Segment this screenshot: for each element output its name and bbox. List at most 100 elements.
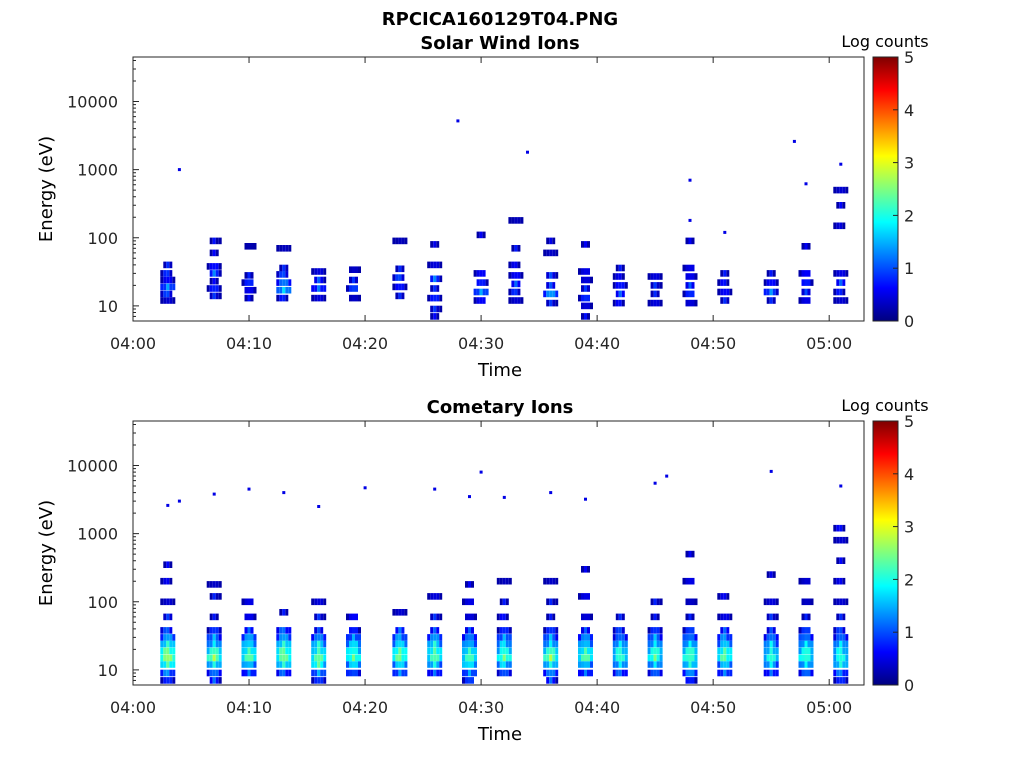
spectrogram-cell [320,276,324,284]
spectrogram-cell [621,613,625,621]
spectrogram-cell [801,577,805,585]
spectrogram-cell [587,302,590,310]
spectrogram-cell [612,627,616,634]
spectrogram-cell [842,613,846,621]
spectrogram-cell [401,237,405,245]
spectrogram-cell [590,661,593,668]
spectrogram-cell [288,286,292,294]
spectrogram-cell [766,647,770,655]
spectrogram-cell [352,266,355,273]
spectrogram-cell [433,627,437,634]
spectrogram-cell [584,285,587,292]
spectrogram-cell [212,627,216,634]
spectrogram-cell [723,613,727,621]
spectrogram-cell [772,279,776,286]
spectrogram-cell [543,249,547,257]
spectrogram-cell [845,640,849,648]
spectrogram-cell [433,593,437,600]
spectrogram-cell [836,297,840,304]
spectrogram-cell [587,613,590,621]
spectrogram-cell [514,217,518,224]
spectrogram-cell [621,290,625,298]
spectrogram-cell [398,647,402,655]
spectrogram-cell [474,613,477,621]
spectrogram-cell [392,661,396,668]
spectrogram-cell [691,677,695,684]
spectrogram-cell [685,290,689,298]
spectrogram-cell [508,288,512,296]
spectrogram-cell [691,598,695,606]
spectrogram-cell [653,627,657,634]
spectrogram-cell [427,654,431,662]
spectrogram-cell [462,654,465,662]
spectrogram-cell [439,275,443,283]
spectrogram-cell [694,299,698,307]
spectrogram-cell [355,634,358,641]
spectrogram-cell [549,282,553,289]
spectrogram-cell [468,647,471,655]
spectrogram-cell [392,647,396,655]
spectrogram-cell [215,237,219,245]
spectrogram-cell [209,661,213,668]
spectrogram-cell [836,279,840,286]
spectrogram-cell [729,640,733,648]
colorbar-ticks: 0 1 2 3 4 5 [893,48,914,331]
spectrogram-cell [810,669,814,677]
spectrogram-cell [688,282,692,289]
spectrogram-cell [517,261,521,269]
spectrogram-cell [729,669,733,677]
spectrogram-cell [505,640,509,648]
spectrogram-cell [578,661,581,668]
spectrogram-cell [218,581,222,588]
spectrogram-cell [349,294,352,302]
spectrogram-point [317,505,321,508]
spectrogram-cell [833,524,837,532]
spectrogram-cell [517,280,521,288]
spectrogram-cell [311,268,315,275]
spectrogram-cell [691,647,695,655]
spectrogram-cell [436,669,440,677]
spectrogram-cell [836,270,840,277]
spectrogram-cell [685,273,689,280]
spectrogram-cell [352,276,355,284]
spectrogram-cell [647,634,651,641]
spectrogram-cell [279,669,283,677]
spectrogram-cell [682,654,686,662]
spectrogram-cell [552,661,556,668]
spectrogram-cell [688,598,692,606]
x-tick-label: 04:30 [458,698,504,717]
spectrogram-cell [169,613,173,621]
spectrogram-cell [285,279,289,286]
spectrogram-cell [465,627,468,634]
spectrogram-cell [691,634,695,641]
spectrogram-cell [514,261,518,269]
spectrogram-cell [169,627,173,634]
spectrogram-cell [549,647,553,655]
spectrogram-cell [250,243,254,250]
spectrogram-cell [769,647,773,655]
spectrogram-cell [430,613,434,621]
spectrogram-cell [842,598,846,606]
spectrogram-cell [552,272,556,279]
spectrogram-cell [496,577,500,585]
spectrogram-cell [720,613,724,621]
spectrogram-cell [836,202,840,209]
spectrogram-cell [833,647,837,655]
spectrogram-cell [215,654,219,662]
spectrogram-cell [288,627,292,634]
spectrogram-cell [471,640,474,648]
spectrogram-cell [659,273,663,280]
y-ticks: 10 100 1000 10000 [67,423,139,686]
spectrogram-cell [398,292,402,300]
spectrogram-cell [163,270,167,277]
spectrogram-cell [581,613,584,621]
spectrogram-cell [842,627,846,634]
x-tick-label: 05:00 [806,698,852,717]
spectrogram-cell [349,276,352,284]
spectrogram-cell [836,598,840,606]
spectrogram-cell [166,290,170,298]
spectrogram-point [177,499,181,503]
spectrogram-cell [833,627,837,634]
spectrogram-cell [430,305,434,313]
spectrogram-cell [723,669,727,677]
